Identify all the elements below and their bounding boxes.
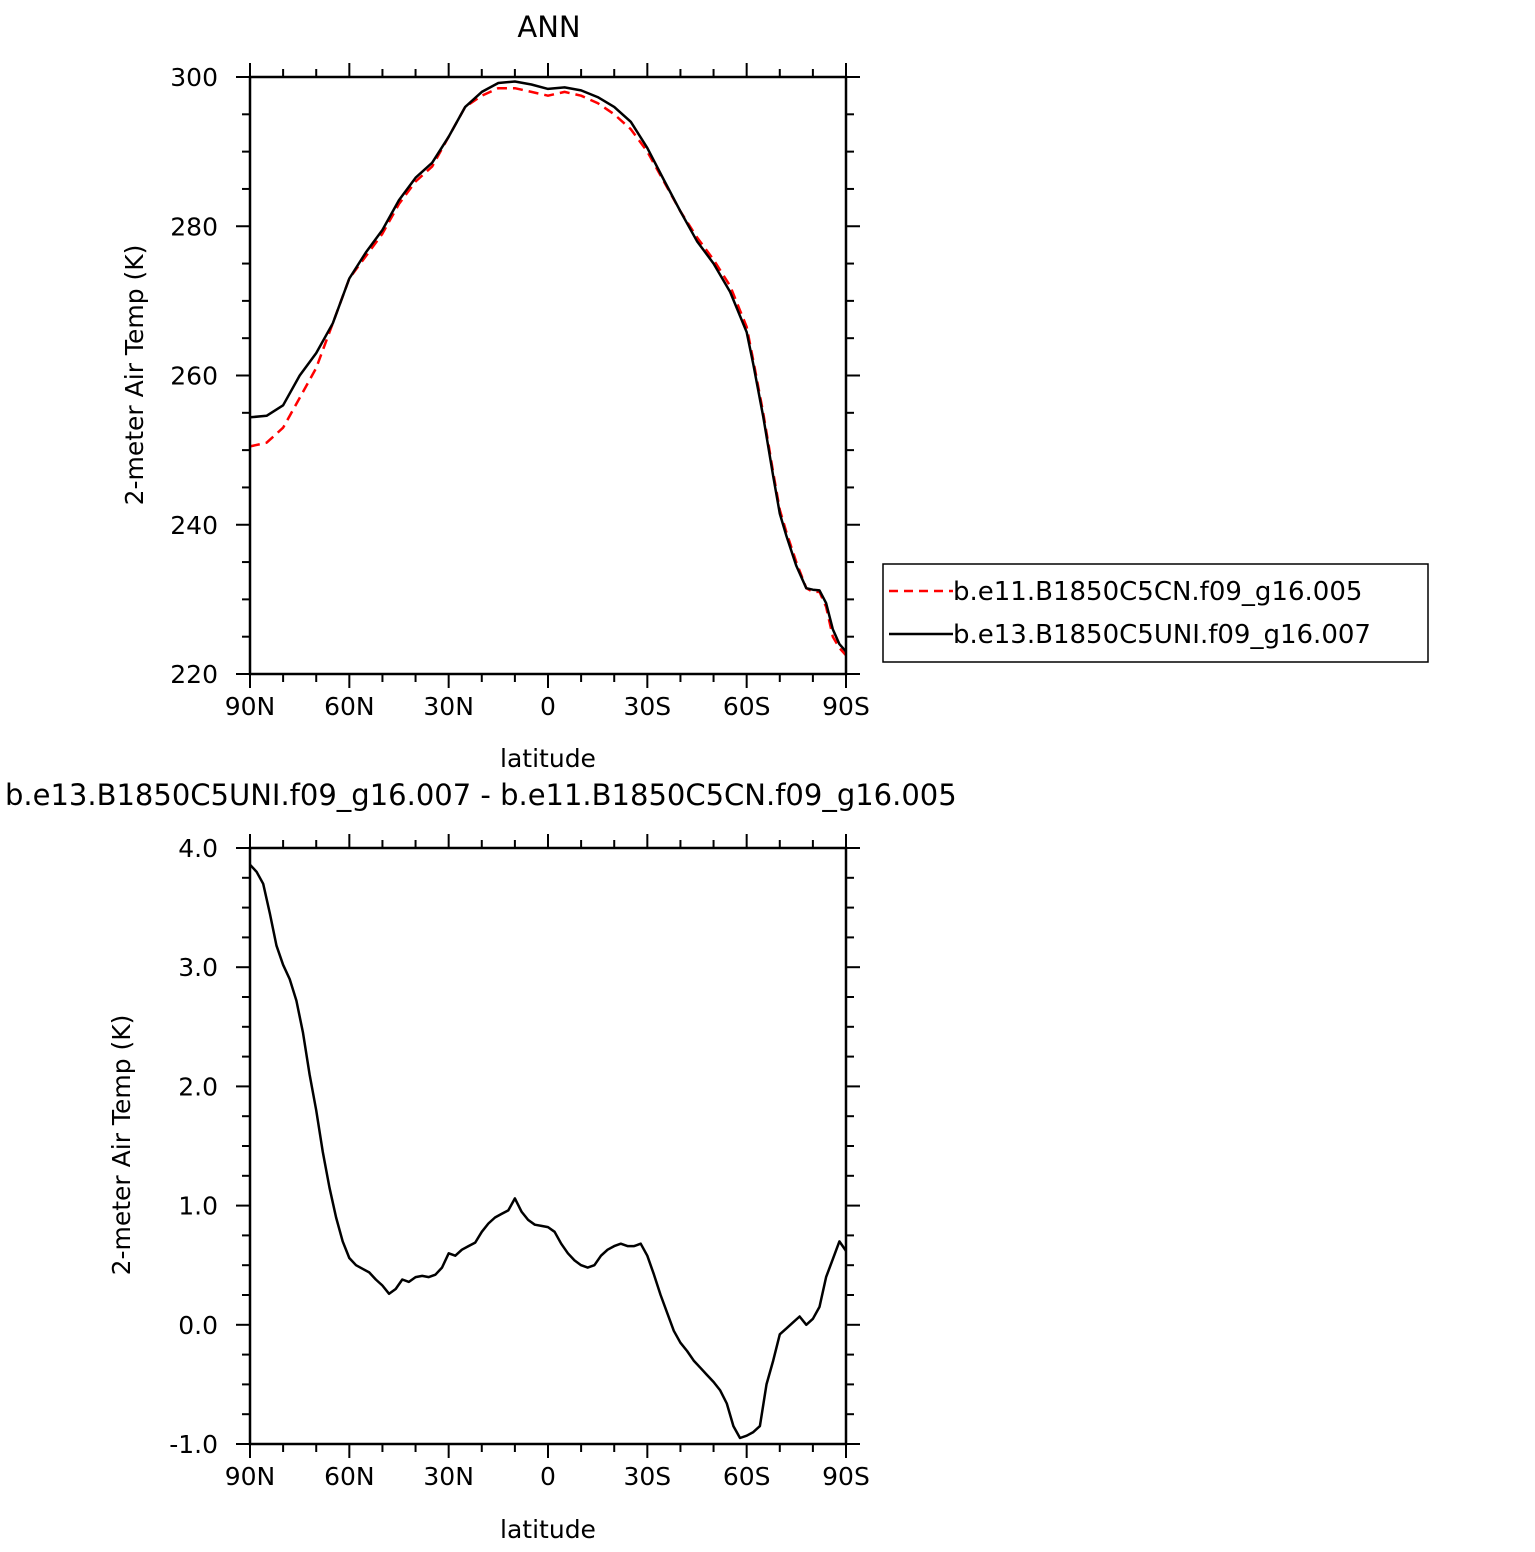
bot-x-tick-label: 60S [723,1462,771,1491]
top-x-tick-label: 60S [723,692,771,721]
top-y-tick-labels: 220 240 260 280 300 [170,63,218,689]
bot-y-tick-label: 3.0 [178,953,218,982]
top-panel: ANN 90N 60N 30N 0 30S 60S 90S 220240260280300 … [120,10,870,773]
bot-x-tick-label: 90N [225,1462,276,1491]
top-x-tick-labels: 90N 60N 30N 0 30S 60S 90S [225,692,870,721]
legend-label-b-e13: b.e13.B1850C5UNI.f09_g16.007 [953,620,1371,650]
top-y-tick-label: 260 [170,362,218,391]
top-x-tick-label: 90N [225,692,276,721]
bottom-y-tick-labels: -1.0 0.0 1.0 2.0 3.0 4.0 [169,834,218,1459]
bottom-y-axis-label: 2-meter Air Temp (K) [107,1015,136,1276]
bot-x-tick-label: 0 [540,1462,556,1491]
bot-y-tick-label: 0.0 [178,1311,218,1340]
top-x-tick-label: 60N [324,692,375,721]
top-y-tick-label: 300 [170,63,218,92]
bottom-panel-title: b.e13.B1850C5UNI.f09_g16.007 - b.e11.B18… [5,778,957,812]
top-y-tick-label: 220 [170,660,218,689]
bot-y-tick-label: 2.0 [178,1072,218,1101]
legend-box [882,563,1429,663]
top-panel-title: ANN [517,10,580,44]
top-y-axis-label: 2-meter Air Temp (K) [120,245,149,506]
top-series-line-0 [249,86,847,657]
top-series-group [249,80,847,657]
bot-x-tick-label: 30N [423,1462,474,1491]
top-series-line-1 [249,80,847,653]
bot-x-tick-label: 30S [623,1462,671,1491]
bot-x-tick-label: 90S [822,1462,870,1491]
bot-y-tick-label: 4.0 [178,834,218,863]
bottom-ticks-group [236,834,860,1458]
top-x-tick-label: 0 [540,692,556,721]
top-y-tick-label: 240 [170,511,218,540]
bottom-panel: b.e13.B1850C5UNI.f09_g16.007 - b.e11.B18… [5,778,957,1544]
bottom-x-axis-label: latitude [500,1515,596,1544]
top-x-axis-label: latitude [500,744,596,773]
bot-y-tick-label: 1.0 [178,1192,218,1221]
top-x-tick-label: 30N [423,692,474,721]
top-x-tick-label: 90S [822,692,870,721]
legend: b.e11.B1850C5CN.f09_g16.005 b.e13.B1850C… [882,563,1429,663]
top-ticks-group [236,63,860,688]
legend-label-b-e11: b.e11.B1850C5CN.f09_g16.005 [953,577,1362,607]
bottom-x-tick-labels: 90N 60N 30N 0 30S 60S 90S [225,1462,870,1491]
bot-y-tick-label: -1.0 [169,1430,218,1459]
bottom-plot-frame [248,846,848,1446]
bottom-series-group [249,863,848,1440]
bot-x-tick-label: 60N [324,1462,375,1491]
top-x-tick-label: 30S [623,692,671,721]
bot-series-line-0 [249,863,848,1440]
top-y-tick-label: 280 [170,212,218,241]
